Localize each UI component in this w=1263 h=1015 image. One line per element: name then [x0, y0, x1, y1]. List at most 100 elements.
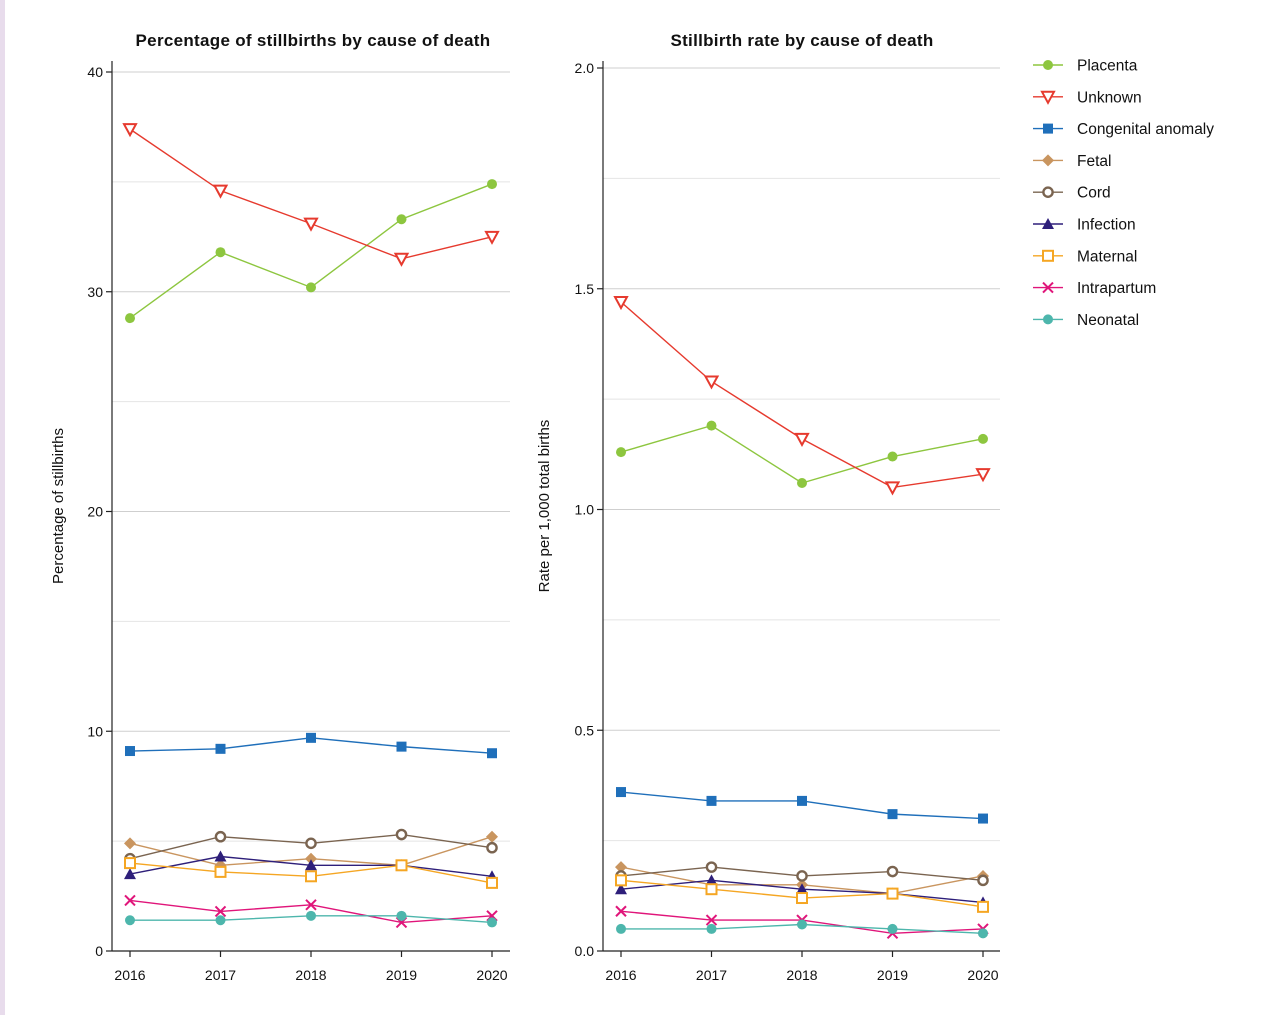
y-tick-label: 10: [87, 723, 103, 739]
x-tick-label: 2020: [476, 967, 507, 983]
data-point: [305, 899, 317, 911]
chart-1: 0 10 20 30 40 2016 2017 2018 2019 2020 Percentage …: [50, 31, 510, 983]
cross-stroke: [124, 894, 136, 907]
data-point: [706, 420, 717, 431]
legend-label: Intrapartum: [1077, 280, 1156, 297]
chart-canvas: 0 10 20 30 40 2016 2017 2018 2019 2020 Percentage …: [5, 0, 1263, 1015]
data-point: [395, 859, 408, 872]
data-point: [796, 883, 808, 895]
data-point: [978, 813, 988, 824]
data-point: [706, 795, 717, 806]
x-tick-label: 2017: [205, 967, 236, 983]
data-point: [703, 375, 720, 390]
data-point: [796, 892, 808, 905]
data-point: [214, 850, 227, 862]
legend-item-cord: Cord: [1033, 185, 1111, 202]
series-placenta: [616, 420, 988, 489]
x-tick-label: 2018: [295, 967, 326, 983]
data-point: [122, 123, 138, 138]
data-point: [616, 923, 626, 934]
data-point: [305, 859, 317, 871]
data-point: [396, 910, 407, 921]
data-point: [395, 828, 408, 841]
data-point: [886, 865, 899, 878]
y-tick-label: 0.5: [575, 722, 595, 738]
series-unknown: [613, 295, 991, 496]
data-point: [125, 746, 135, 757]
data-point: [306, 910, 316, 921]
data-point: [487, 179, 497, 190]
data-point: [125, 313, 135, 324]
data-point: [887, 809, 898, 820]
data-point: [124, 868, 136, 880]
chart-title: Stillbirth rate by cause of death: [670, 31, 933, 50]
series-unknown: [122, 123, 500, 267]
y-tick-label: 0.0: [575, 943, 595, 959]
data-point: [978, 928, 988, 939]
data-point: [484, 230, 500, 245]
data-point: [705, 883, 718, 896]
data-point: [487, 917, 497, 928]
y-tick-label: 30: [87, 284, 103, 300]
data-point: [214, 830, 227, 843]
data-point: [215, 915, 226, 926]
data-point: [615, 905, 627, 917]
data-point: [305, 852, 317, 865]
data-point: [616, 787, 626, 798]
data-point: [305, 870, 317, 883]
data-point: [124, 837, 136, 850]
data-point: [705, 874, 718, 886]
data-point: [486, 876, 498, 889]
y-tick-label: 40: [87, 64, 103, 80]
series-maternal: [615, 874, 989, 913]
legend-label: Infection: [1077, 217, 1136, 234]
x-tick-label: 2016: [605, 967, 636, 983]
y-tick-label: 1.0: [575, 502, 595, 518]
data-point: [613, 295, 629, 311]
legend-marker: [1043, 60, 1053, 70]
legend-item-infection: Infection: [1033, 217, 1136, 234]
series-neonatal: [616, 919, 988, 939]
data-point: [794, 432, 810, 447]
charts-svg: 0 10 20 30 40 2016 2017 2018 2019 2020 Percentage …: [50, 31, 1214, 983]
data-point: [975, 468, 991, 483]
data-point: [396, 214, 407, 225]
data-point: [977, 900, 989, 913]
legend-item-unknown: Unknown: [1033, 89, 1142, 106]
data-point: [215, 743, 226, 754]
x-tick-label: 2016: [114, 967, 145, 983]
legend-item-neonatal: Neonatal: [1033, 312, 1139, 329]
data-point: [212, 184, 229, 199]
legend-label: Neonatal: [1077, 312, 1139, 329]
data-point: [214, 905, 227, 918]
data-point: [796, 870, 808, 882]
legend-marker: [1042, 218, 1054, 229]
cross-stroke: [705, 914, 718, 926]
legend-label: Cord: [1077, 185, 1111, 202]
data-point: [705, 861, 718, 873]
data-point: [705, 914, 718, 926]
series-line: [620, 301, 984, 489]
legend-label: Maternal: [1077, 248, 1137, 265]
data-point: [615, 883, 627, 895]
data-point: [303, 217, 319, 232]
data-point: [306, 282, 316, 293]
data-point: [124, 857, 136, 870]
data-point: [124, 894, 136, 907]
data-point: [884, 481, 901, 496]
series-line: [129, 183, 493, 319]
data-point: [393, 252, 410, 267]
series-line: [129, 128, 493, 260]
data-point: [977, 874, 989, 887]
data-point: [396, 741, 407, 752]
chart-title: Percentage of stillbirths by cause of de…: [136, 31, 491, 50]
data-point: [887, 451, 898, 462]
series-maternal: [124, 857, 498, 889]
legend-item-congenital-anomaly: Congenital anomaly: [1033, 121, 1214, 138]
legend-item-intrapartum: Intrapartum: [1033, 280, 1156, 297]
x-tick-label: 2017: [696, 967, 727, 983]
x-tick-label: 2019: [386, 967, 417, 983]
y-axis-label: Percentage of stillbirths: [50, 428, 67, 584]
data-point: [487, 748, 497, 759]
y-axis-label: Rate per 1,000 total births: [536, 420, 553, 593]
